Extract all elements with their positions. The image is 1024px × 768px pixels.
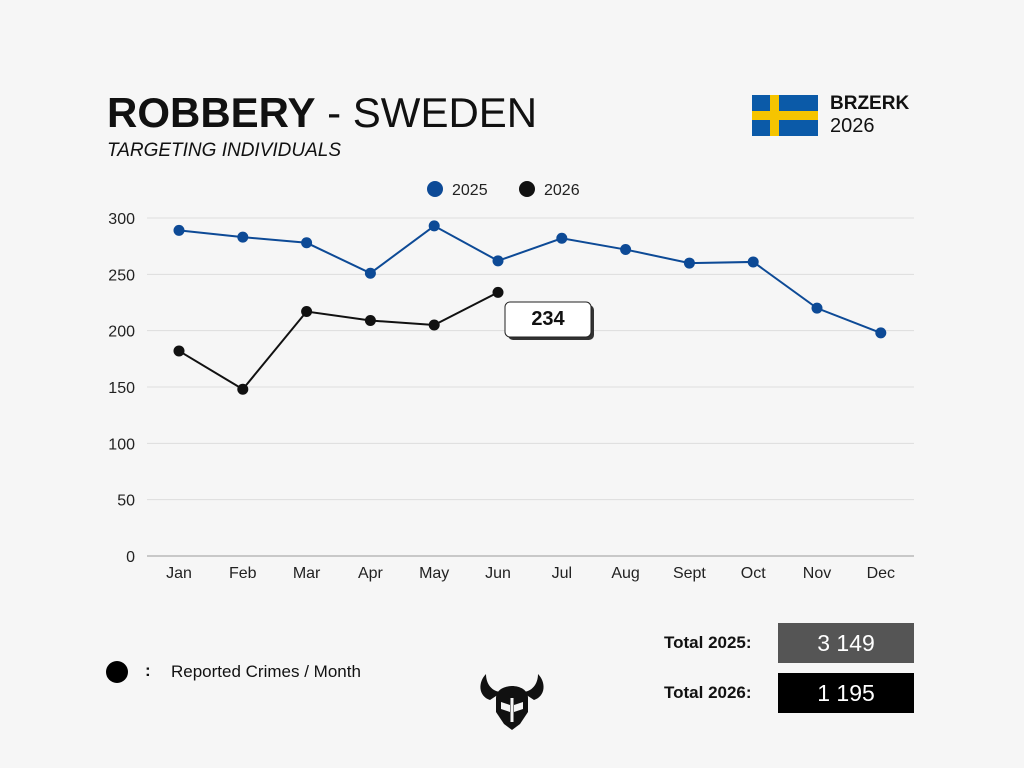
x-tick-label: May [419,565,449,582]
series-line-2026 [178,291,499,391]
total-2026-value: 1 195 [778,673,914,713]
data-point-2026 [364,315,376,327]
data-point-2025 [747,256,759,268]
callout-label: 234 [531,308,565,330]
data-point-2025 [875,327,887,339]
series-line-2025 [178,224,882,334]
flag-cross-horizontal [752,111,818,120]
x-tick-label: Jan [166,565,192,582]
callout-box [504,301,592,338]
legend-label-2025: 2025 [452,182,488,199]
title-bold: ROBBERY [107,89,316,136]
page-title: ROBBERY - SWEDEN [107,90,537,136]
logo-right-horn [522,674,544,700]
data-point-2026 [237,383,249,395]
data-point-2025 [301,237,313,249]
data-point-2026 [173,345,185,357]
data-point-2025 [556,232,568,244]
page-subtitle: TARGETING INDIVIDUALS [107,140,342,161]
x-tick-label: Aug [611,565,639,582]
logo-visor [501,702,523,712]
data-point-2025 [237,231,249,243]
x-tick-label: Apr [358,565,384,582]
x-tick-label: Feb [229,565,257,582]
x-tick-label: Dec [867,565,895,582]
x-tick-label: Oct [741,565,766,582]
data-point-2025 [492,255,504,267]
data-point-2026 [492,286,504,298]
x-tick-label: Sept [673,565,706,582]
legend-dot-icon [106,661,128,683]
y-tick-label: 250 [108,267,135,284]
y-tick-label: 300 [108,211,135,228]
brand-name: BRZERK [830,93,910,114]
logo-nose-guard [510,698,514,722]
data-point-2026 [301,306,313,318]
total-2026-label: Total 2026: [664,683,752,702]
brand-block: BRZERK 2026 [830,92,909,138]
data-point-2025 [364,267,376,279]
brand-year: 2026 [830,115,875,137]
y-tick-label: 150 [108,380,135,397]
legend-marker-2026 [519,181,535,197]
data-point-2026 [428,319,440,331]
total-2025-value: 3 149 [778,623,914,663]
data-point-2025 [428,220,440,232]
x-tick-label: Nov [803,565,831,582]
y-tick-label: 0 [126,549,135,566]
legend-marker-2025 [427,181,443,197]
sweden-flag-icon [752,95,818,136]
x-tick-label: Mar [293,565,321,582]
data-point-2025 [620,244,632,256]
x-tick-label: Jun [485,565,511,582]
x-tick-label: Jul [552,565,572,582]
legend-description: Reported Crimes / Month [171,662,361,681]
legend-label-2026: 2026 [544,182,580,199]
y-tick-label: 100 [108,436,135,453]
y-tick-label: 200 [108,324,135,341]
y-tick-label: 50 [117,493,135,510]
logo-left-horn [480,674,502,700]
viking-helmet-logo-icon [480,674,544,730]
total-2025-label: Total 2025: [664,633,752,652]
data-point-2025 [811,302,823,314]
data-point-2025 [173,224,185,236]
title-rest: - SWEDEN [315,89,538,136]
data-point-2025 [683,257,695,269]
legend-colon: : [145,661,151,680]
